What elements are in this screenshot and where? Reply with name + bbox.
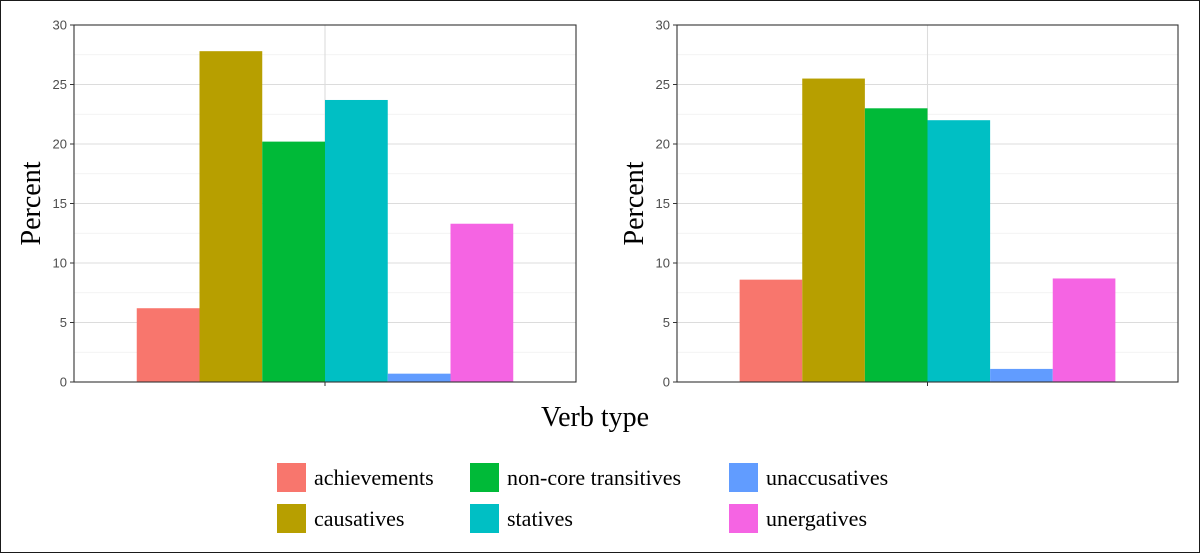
legend-label: unaccusatives: [766, 465, 888, 490]
y-tick-label: 15: [53, 196, 67, 211]
legend-swatch: [470, 504, 499, 533]
legend-label: causatives: [314, 506, 404, 531]
y-tick-label: 25: [656, 77, 670, 92]
legend-swatch: [470, 463, 499, 492]
left-panel: 0 5 10 15 20 25 30 Percent: [16, 18, 577, 390]
legend-label: unergatives: [766, 506, 867, 531]
legend-item-achievements: achievements: [277, 463, 434, 492]
bar-unergatives: [1052, 278, 1116, 382]
legend-label: achievements: [314, 465, 434, 490]
bar-achievements: [739, 279, 803, 382]
bar-unaccusatives: [990, 368, 1053, 382]
legend-label: statives: [507, 506, 573, 531]
legend-item-causatives: causatives: [277, 504, 404, 533]
legend-swatch: [277, 504, 306, 533]
bar-unaccusatives: [387, 373, 451, 382]
bar-non-core-transitives: [262, 141, 325, 382]
legend-swatch: [729, 504, 758, 533]
right-panel: 0 5 10 15 20 25 30 Percent: [619, 18, 1179, 390]
y-tick-label: 30: [53, 18, 67, 33]
y-tick-label: 5: [60, 315, 67, 330]
legend-item-unaccusatives: unaccusatives: [729, 463, 888, 492]
legend-item-unergatives: unergatives: [729, 504, 867, 533]
bar-achievements: [136, 308, 200, 382]
y-tick-label: 30: [656, 18, 670, 33]
y-tick-label: 5: [663, 315, 670, 330]
bar-causatives: [802, 78, 865, 383]
y-tick-label: 10: [656, 256, 670, 271]
y-tick-label: 0: [60, 375, 67, 390]
bar-statives: [927, 120, 991, 382]
legend-swatch: [729, 463, 758, 492]
y-axis-title: Percent: [619, 161, 650, 245]
y-tick-label: 20: [656, 137, 670, 152]
bar-unergatives: [450, 223, 514, 382]
x-axis-title: Verb type: [541, 402, 649, 433]
legend-label: non-core transitives: [507, 465, 681, 490]
legend: achievements causatives non-core transitiv…: [277, 463, 888, 533]
legend-item-statives: statives: [470, 504, 573, 533]
bar-statives: [325, 99, 388, 382]
y-tick-label: 25: [53, 77, 67, 92]
bar-causatives: [199, 51, 263, 383]
y-tick-label: 20: [53, 137, 67, 152]
y-tick-label: 10: [53, 256, 67, 271]
bar-non-core-transitives: [864, 108, 928, 383]
legend-swatch: [277, 463, 306, 492]
y-axis-title: Percent: [16, 161, 47, 245]
y-tick-label: 15: [656, 196, 670, 211]
legend-item-non-core-transitives: non-core transitives: [470, 463, 681, 492]
y-tick-label: 0: [663, 375, 670, 390]
